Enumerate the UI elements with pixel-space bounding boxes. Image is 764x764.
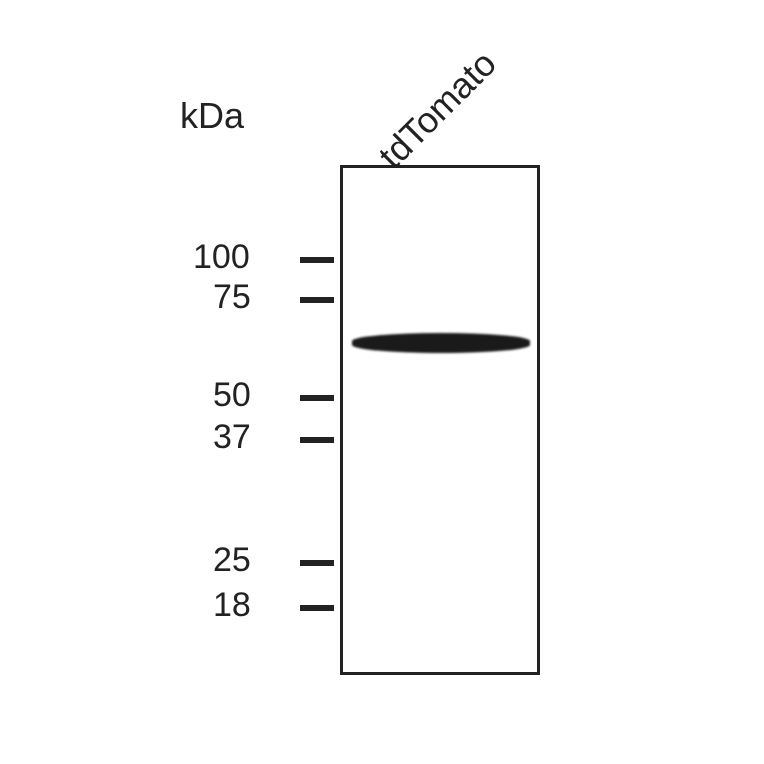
marker-label-75: 75: [213, 278, 251, 317]
lane-label-tdtomato: tdTomato: [370, 43, 504, 177]
marker-tick-100: [300, 257, 334, 263]
marker-label-100: 100: [193, 238, 250, 277]
marker-tick-50: [300, 395, 334, 401]
axis-title-kda: kDa: [180, 95, 244, 137]
marker-label-25: 25: [213, 541, 251, 580]
marker-label-50: 50: [213, 376, 251, 415]
marker-tick-37: [300, 437, 334, 443]
marker-tick-25: [300, 560, 334, 566]
marker-label-37: 37: [213, 418, 251, 457]
marker-label-18: 18: [213, 586, 251, 625]
marker-tick-18: [300, 605, 334, 611]
marker-tick-75: [300, 297, 334, 303]
blot-lane-frame: [340, 165, 540, 675]
protein-band: [352, 333, 530, 353]
